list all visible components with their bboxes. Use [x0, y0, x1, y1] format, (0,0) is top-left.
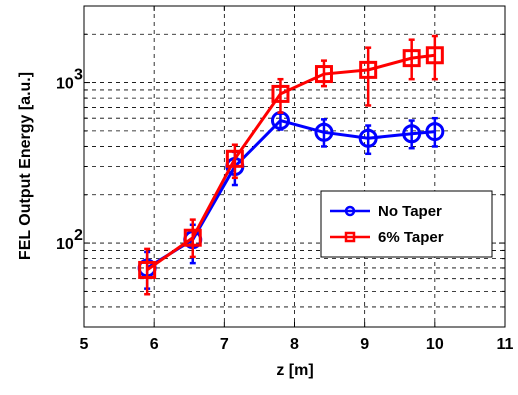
- x-tick-label: 7: [220, 336, 229, 353]
- y-tick-exponent: 3: [74, 67, 83, 84]
- y-tick-base: 10: [56, 236, 74, 253]
- legend-label: No Taper: [378, 203, 442, 220]
- legend-marker: [344, 231, 356, 243]
- data-point: [402, 49, 421, 68]
- x-tick-label: 8: [290, 336, 299, 353]
- x-tick-label: 5: [80, 336, 89, 353]
- data-point: [402, 124, 422, 144]
- series-layer: [137, 34, 445, 296]
- y-tick-exponent: 2: [74, 227, 83, 244]
- legend-box: [320, 190, 493, 258]
- legend-label: 6% Taper: [378, 229, 444, 246]
- x-tick-labels: 5 6 7 8 9 10 11: [80, 336, 514, 353]
- x-axis-label: z [m]: [276, 362, 313, 379]
- legend-marker: [344, 205, 356, 217]
- x-tick-label: 11: [497, 336, 514, 353]
- data-point: [225, 149, 244, 168]
- x-tick-label: 9: [360, 336, 369, 353]
- data-point: [314, 122, 334, 142]
- data-point: [314, 65, 333, 84]
- y-tick-label: 102: [56, 227, 83, 253]
- data-point: [183, 228, 202, 247]
- legend: No Taper 6% Taper: [320, 190, 493, 258]
- x-tick-label: 10: [426, 336, 444, 353]
- legend-items: No Taper 6% Taper: [330, 203, 444, 246]
- data-point: [425, 122, 445, 142]
- series-six-percent-taper: [138, 34, 444, 296]
- x-tick-label: 6: [150, 336, 159, 353]
- y-tick-base: 10: [56, 76, 74, 93]
- y-axis-label: FEL Output Energy [a.u.]: [17, 72, 34, 260]
- grid: [84, 6, 505, 327]
- data-point: [425, 46, 444, 65]
- data-point: [359, 60, 378, 79]
- legend-entry: No Taper: [330, 203, 442, 220]
- ticks: [83, 6, 506, 327]
- data-point: [358, 128, 378, 148]
- data-point: [138, 260, 157, 279]
- legend-entry: 6% Taper: [330, 229, 444, 246]
- y-tick-label: 103: [56, 67, 83, 93]
- data-point: [271, 84, 290, 103]
